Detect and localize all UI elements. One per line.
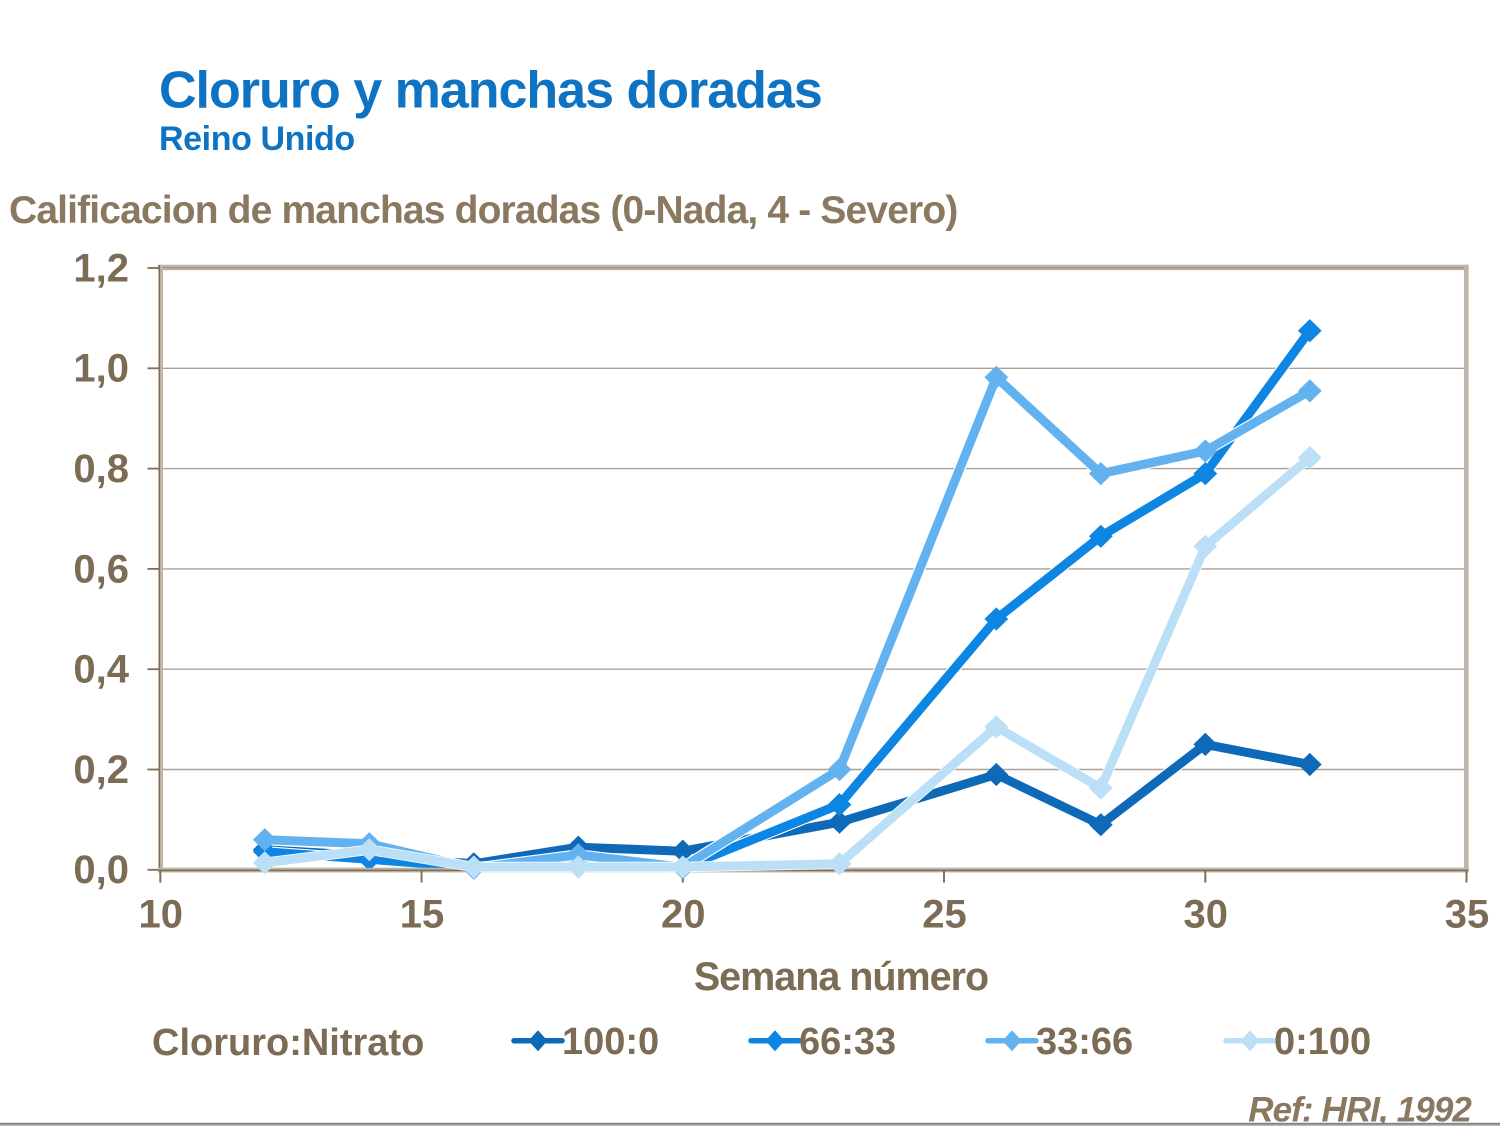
svg-text:Reino Unido: Reino Unido [159, 120, 355, 158]
svg-text:1,0: 1,0 [73, 347, 129, 391]
svg-text:25: 25 [922, 893, 967, 937]
svg-text:100:0: 100:0 [562, 1021, 659, 1063]
svg-text:1,2: 1,2 [73, 246, 129, 290]
svg-text:0,6: 0,6 [73, 547, 129, 591]
svg-text:0,0: 0,0 [73, 848, 129, 892]
svg-text:10: 10 [139, 893, 184, 937]
svg-text:Cloruro:Nitrato: Cloruro:Nitrato [152, 1022, 424, 1064]
svg-text:Cloruro y manchas doradas: Cloruro y manchas doradas [159, 61, 822, 119]
svg-text:0,4: 0,4 [73, 648, 129, 692]
svg-text:0:100: 0:100 [1274, 1021, 1371, 1063]
svg-text:0,8: 0,8 [73, 447, 129, 491]
svg-text:Ref: HRI, 1992: Ref: HRI, 1992 [1248, 1091, 1472, 1126]
svg-text:66:33: 66:33 [799, 1021, 896, 1063]
svg-text:15: 15 [400, 893, 445, 937]
svg-text:Semana número: Semana número [694, 955, 988, 999]
svg-text:30: 30 [1184, 893, 1229, 937]
svg-text:35: 35 [1445, 893, 1490, 937]
svg-text:20: 20 [661, 893, 706, 937]
svg-text:33:66: 33:66 [1036, 1021, 1133, 1063]
svg-text:0,2: 0,2 [73, 748, 129, 792]
svg-text:Calificacion de manchas dorada: Calificacion de manchas doradas (0-Nada,… [9, 189, 957, 232]
